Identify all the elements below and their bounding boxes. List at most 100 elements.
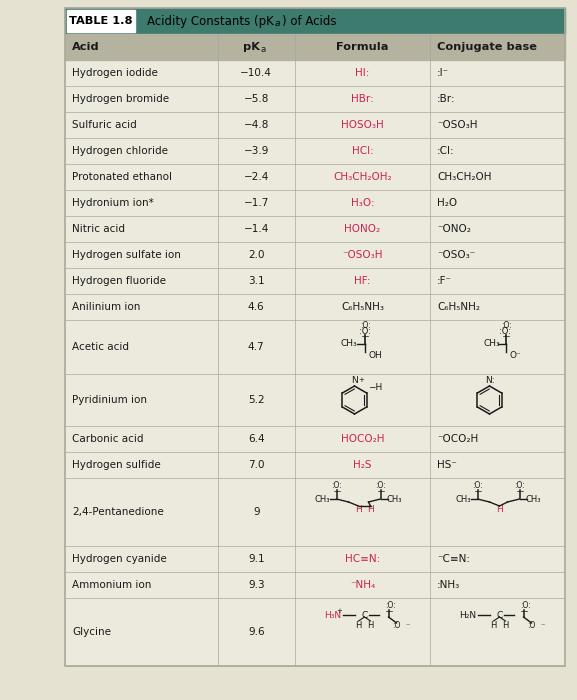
Text: TABLE 1.8: TABLE 1.8: [69, 16, 133, 26]
Text: 9.6: 9.6: [248, 627, 265, 637]
Text: :I⁻: :I⁻: [437, 68, 449, 78]
Text: :Br:: :Br:: [437, 94, 456, 104]
Text: H₃N: H₃N: [324, 610, 341, 620]
Text: −3.9: −3.9: [243, 146, 269, 156]
Bar: [65, 8, 565, 34]
Text: H₂N: H₂N: [459, 610, 476, 620]
Text: Sulfuric acid: Sulfuric acid: [72, 120, 137, 130]
Text: ⁻C≡N:: ⁻C≡N:: [437, 554, 470, 564]
Bar: [65, 478, 565, 546]
Text: H: H: [367, 505, 374, 514]
Text: CH₃: CH₃: [456, 494, 471, 503]
Text: Nitric acid: Nitric acid: [72, 224, 125, 234]
Text: a: a: [275, 19, 280, 28]
Text: ⁻ONO₂: ⁻ONO₂: [437, 224, 471, 234]
Bar: [65, 190, 565, 216]
Text: :O:: :O:: [501, 321, 512, 330]
Text: 2,4-Pentanedione: 2,4-Pentanedione: [72, 507, 164, 517]
Text: :O:: :O:: [472, 482, 483, 491]
Text: ⁻OSO₃⁻: ⁻OSO₃⁻: [437, 250, 475, 260]
Text: C: C: [361, 610, 368, 620]
Text: 7.0: 7.0: [248, 460, 264, 470]
Bar: [65, 164, 565, 190]
Bar: [65, 138, 565, 164]
Text: HS⁻: HS⁻: [437, 460, 457, 470]
Text: O⁻: O⁻: [509, 351, 521, 360]
Text: :O:: :O:: [358, 326, 370, 335]
Text: Hydrogen iodide: Hydrogen iodide: [72, 68, 158, 78]
Text: ⁻OSO₃H: ⁻OSO₃H: [437, 120, 478, 130]
Text: pK: pK: [243, 42, 260, 52]
Text: H: H: [355, 620, 362, 629]
Text: ⁻: ⁻: [405, 622, 410, 631]
Text: HF:: HF:: [354, 276, 371, 286]
Bar: [65, 216, 565, 242]
Text: HONO₂: HONO₂: [344, 224, 381, 234]
Text: :F⁻: :F⁻: [437, 276, 452, 286]
Bar: [65, 572, 565, 598]
Text: H: H: [368, 620, 374, 629]
Text: H₃O:: H₃O:: [351, 198, 374, 208]
Text: Hydrogen sulfate ion: Hydrogen sulfate ion: [72, 250, 181, 260]
Bar: [65, 546, 565, 572]
Text: N:: N:: [485, 376, 494, 385]
Text: Carbonic acid: Carbonic acid: [72, 434, 144, 444]
Text: CH₃CH₂OH: CH₃CH₂OH: [437, 172, 492, 182]
Text: Glycine: Glycine: [72, 627, 111, 637]
Text: 4.6: 4.6: [248, 302, 265, 312]
Text: 9.1: 9.1: [248, 554, 265, 564]
Bar: [65, 268, 565, 294]
Text: 3.1: 3.1: [248, 276, 265, 286]
Text: H₂S: H₂S: [353, 460, 372, 470]
Bar: [65, 374, 565, 426]
Text: ⁻: ⁻: [540, 622, 545, 631]
Text: C: C: [496, 610, 503, 620]
Text: Hydrogen fluoride: Hydrogen fluoride: [72, 276, 166, 286]
Text: :O:: :O:: [514, 482, 525, 491]
Text: −H: −H: [369, 382, 383, 391]
Text: 6.4: 6.4: [248, 434, 265, 444]
Text: CH₃: CH₃: [526, 494, 541, 503]
Text: Hydrogen sulfide: Hydrogen sulfide: [72, 460, 161, 470]
Text: +: +: [336, 608, 342, 614]
Text: CH₃: CH₃: [340, 340, 357, 349]
Text: HOSO₃H: HOSO₃H: [341, 120, 384, 130]
Text: H: H: [503, 620, 509, 629]
Text: N: N: [351, 376, 358, 385]
Text: HI:: HI:: [355, 68, 370, 78]
Text: Protonated ethanol: Protonated ethanol: [72, 172, 172, 182]
Text: :O:: :O:: [500, 326, 511, 335]
Bar: [65, 34, 565, 60]
Text: C₆H₅NH₃: C₆H₅NH₃: [341, 302, 384, 312]
Text: OH: OH: [369, 351, 382, 360]
Text: CH₃: CH₃: [314, 494, 330, 503]
Text: HCl:: HCl:: [351, 146, 373, 156]
Text: :O:: :O:: [375, 482, 386, 491]
Text: Acetic acid: Acetic acid: [72, 342, 129, 352]
Bar: [65, 112, 565, 138]
Text: 5.2: 5.2: [248, 395, 265, 405]
Text: H: H: [496, 505, 503, 514]
Text: :NH₃: :NH₃: [437, 580, 460, 590]
Text: −1.4: −1.4: [243, 224, 269, 234]
Bar: [67, 10, 135, 32]
Text: ⁻OCO₂H: ⁻OCO₂H: [437, 434, 478, 444]
Text: H₂O: H₂O: [437, 198, 457, 208]
Text: CH₃: CH₃: [483, 340, 500, 349]
Text: :O: :O: [392, 622, 400, 631]
Text: Acid: Acid: [72, 42, 100, 52]
Text: :Cl:: :Cl:: [437, 146, 455, 156]
Bar: [65, 320, 565, 374]
Text: CH₃CH₂OH₂: CH₃CH₂OH₂: [333, 172, 392, 182]
Text: H: H: [355, 505, 362, 514]
Text: 9: 9: [253, 507, 260, 517]
Bar: [65, 294, 565, 320]
Text: Hydrogen bromide: Hydrogen bromide: [72, 94, 169, 104]
Text: Formula: Formula: [336, 42, 389, 52]
Bar: [65, 598, 565, 666]
Text: 2.0: 2.0: [248, 250, 264, 260]
Text: Hydrogen cyanide: Hydrogen cyanide: [72, 554, 167, 564]
Text: C₆H₅NH₂: C₆H₅NH₂: [437, 302, 480, 312]
Text: HOCO₂H: HOCO₂H: [341, 434, 384, 444]
Text: :O: :O: [527, 622, 535, 631]
